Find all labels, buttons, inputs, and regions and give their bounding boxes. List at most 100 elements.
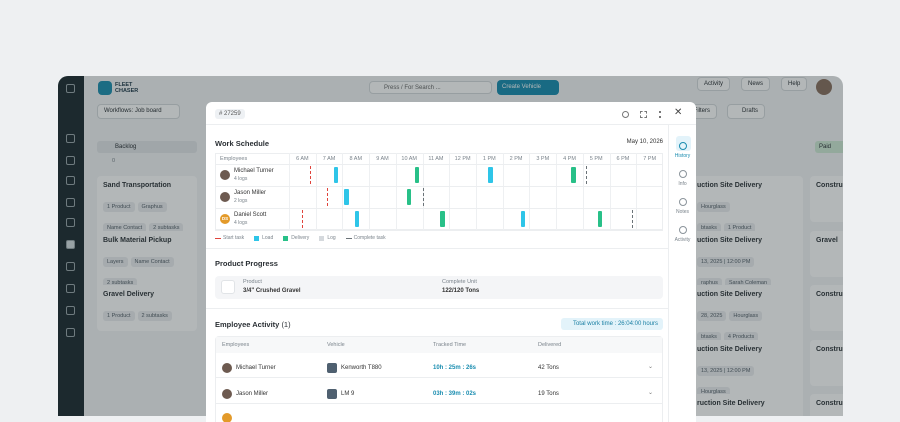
row-line: [216, 377, 662, 378]
rail-icon: [679, 142, 687, 150]
legend-swatch: [254, 236, 260, 241]
expand-row: ⌄: [648, 364, 654, 370]
card-title: uction Site Delivery: [697, 236, 762, 244]
tag-row: 1 Product Graphus: [103, 195, 191, 213]
employee-name: Michael Turner: [236, 365, 276, 371]
delivered: 42 Tons: [538, 365, 559, 371]
activity-count: (1): [281, 320, 291, 329]
sidebar-icon[interactable]: [66, 262, 75, 271]
drafts-button[interactable]: Drafts: [727, 104, 765, 119]
hour-label: 1 PM: [482, 156, 496, 162]
employee-name: Jason Miller: [236, 391, 269, 397]
tag-row: 2 subtasks: [103, 271, 191, 289]
nav-help[interactable]: Help: [781, 77, 808, 91]
hour-label: 2 PM: [509, 156, 523, 162]
card-title: uction Site Delivery: [697, 182, 762, 189]
create-button[interactable]: Create Vehicle: [497, 80, 559, 95]
unit-label: Complete Unit: [442, 279, 477, 285]
card: Constru: [810, 285, 843, 331]
card-title: Sand Transportation: [103, 182, 172, 189]
hour-label: 12 PM: [454, 156, 471, 162]
sidebar-icon[interactable]: [66, 134, 75, 143]
section-title: Work Schedule: [215, 139, 270, 148]
column-count: 0: [112, 158, 116, 164]
tag: btasks: [697, 223, 721, 233]
tag: Sarah Coleman: [724, 277, 772, 288]
sidebar-icon[interactable]: [66, 156, 75, 165]
sidebar-icon[interactable]: [66, 198, 75, 207]
divider: [206, 248, 668, 249]
employee-avatar: [220, 170, 230, 180]
link-icon[interactable]: [622, 111, 629, 118]
tag-row: 1 Product 2 subtasks: [103, 304, 191, 322]
card: Constru: [810, 176, 843, 222]
expand-icon[interactable]: [640, 111, 647, 118]
employee-name: Michael Turner: [234, 168, 274, 174]
load-mark: [520, 211, 525, 227]
load-mark: [333, 167, 338, 183]
tag: Name Contact: [103, 223, 147, 233]
nav-news[interactable]: News: [741, 77, 771, 91]
hour-column: [449, 153, 451, 230]
avatar[interactable]: [816, 79, 832, 95]
sidebar-icon[interactable]: [66, 328, 75, 337]
logo-line: FLEET: [115, 82, 133, 88]
delivery-mark: [571, 167, 576, 183]
hour-column: [476, 153, 477, 230]
hour-label: 6 AM: [296, 156, 309, 162]
rail-label: Info: [678, 181, 687, 187]
tag: Graphus: [137, 202, 167, 212]
legend-label: Load: [262, 235, 274, 241]
employee-name: Jason Miller: [234, 190, 267, 196]
toolbar-label: Drafts: [741, 108, 758, 114]
sidebar-icon[interactable]: [66, 84, 75, 93]
employee-avatar: [220, 192, 230, 202]
hour-column: [422, 153, 424, 230]
sidebar-icon[interactable]: [66, 218, 75, 227]
tag-row: Name Contact 2 subtasks: [103, 216, 191, 234]
activity-title: Employee Activity (1): [215, 320, 291, 329]
employee-avatar: DS: [220, 214, 230, 224]
employee-avatar: [222, 389, 232, 399]
hour-column: [609, 153, 611, 230]
column-name: Backlog: [115, 144, 137, 150]
activity-title-text: Employee Activity: [215, 320, 280, 329]
hour-column: [556, 153, 558, 230]
search-box[interactable]: Press / For Search ...: [369, 81, 492, 94]
create-label: Create Vehicle: [502, 84, 542, 90]
sidebar-icon[interactable]: [66, 284, 75, 293]
load-mark: [344, 189, 349, 205]
delivery-mark: [414, 167, 420, 183]
menu-icon[interactable]: [659, 111, 661, 118]
card-title: Bulk Material Pickup: [103, 237, 172, 244]
hour-column: [289, 153, 290, 230]
hour-column: [342, 153, 344, 230]
gantt-header-line: [215, 164, 663, 165]
employee-name: Daniel Scott: [234, 212, 267, 218]
logo: FLEET CHASER: [115, 82, 138, 94]
sidebar-icon[interactable]: [66, 176, 75, 185]
hour-label: 4 PM: [563, 156, 576, 162]
hour-label: 10 AM: [401, 156, 417, 162]
sidebar-icon[interactable]: [66, 306, 75, 315]
sidebar: [58, 76, 84, 416]
tag: Layers: [103, 257, 128, 267]
tag: btasks: [697, 332, 721, 342]
delivery-mark: [597, 211, 603, 227]
tag: 1 Product: [103, 202, 135, 212]
schedule-date: May 10, 2026: [626, 139, 663, 145]
toolbar-label: Filters: [693, 108, 710, 114]
sidebar-icon[interactable]: [66, 240, 75, 249]
tag-row: 28, 2025 Hourglass: [697, 304, 797, 322]
legend-label: Log: [327, 235, 336, 241]
workflow-select[interactable]: Workflows: Job board: [97, 104, 180, 119]
delivery-mark: [440, 211, 445, 227]
tag: 28, 2025: [697, 311, 727, 321]
tag: raphus: [697, 277, 722, 288]
close-icon[interactable]: ✕: [674, 107, 683, 118]
vehicle-name: LM 9: [341, 391, 355, 397]
nav-activity[interactable]: Activity: [697, 77, 731, 91]
card: Constru: [810, 394, 843, 416]
modal: # 27259 ✕ Work Schedule May 10, 2026 Emp…: [206, 102, 696, 422]
hour-column: [582, 153, 584, 230]
